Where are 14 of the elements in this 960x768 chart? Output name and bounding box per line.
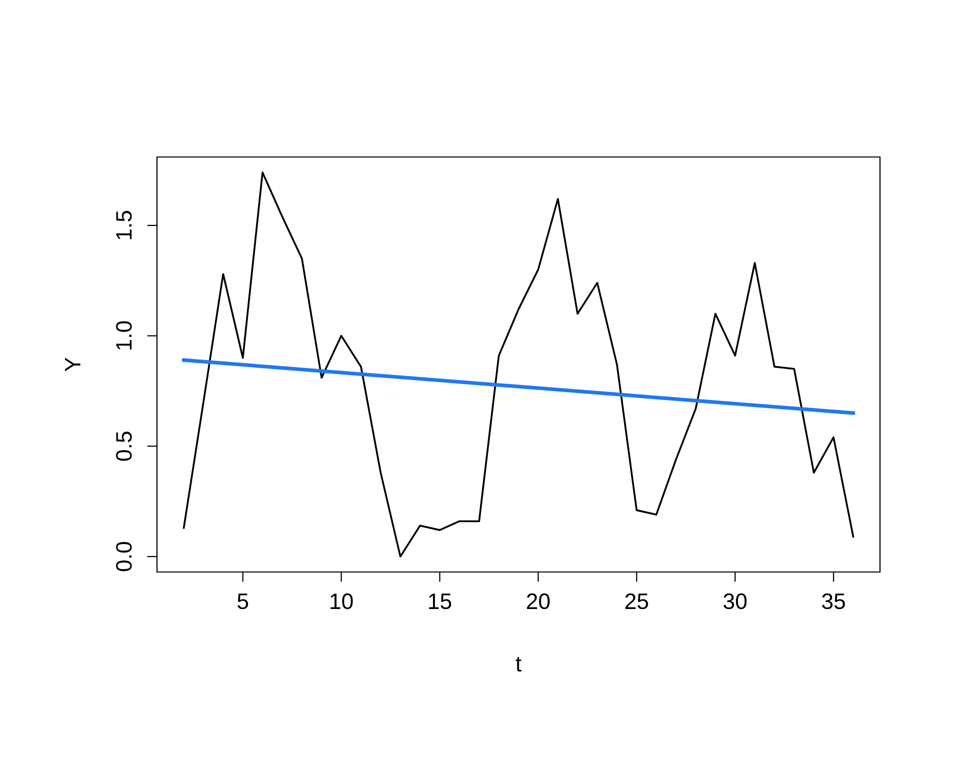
y-tick-label: 1.5 [116,210,132,240]
y-axis-title: Y [64,358,80,372]
x-tick-label: 25 [625,593,648,610]
x-axis-title: t [516,656,522,672]
y-tick-label: 0.5 [116,432,132,461]
y-tick-label: 0.0 [116,542,132,572]
x-tick-label: 5 [238,594,248,610]
x-tick-label: 30 [724,593,747,610]
line-series [182,172,854,558]
x-tick-label: 20 [526,593,550,610]
y-tick-label: 1.0 [116,321,132,350]
x-tick-label: 35 [822,593,845,610]
x-tick-label: 10 [330,593,353,610]
x-tick-label: 15 [429,594,452,610]
